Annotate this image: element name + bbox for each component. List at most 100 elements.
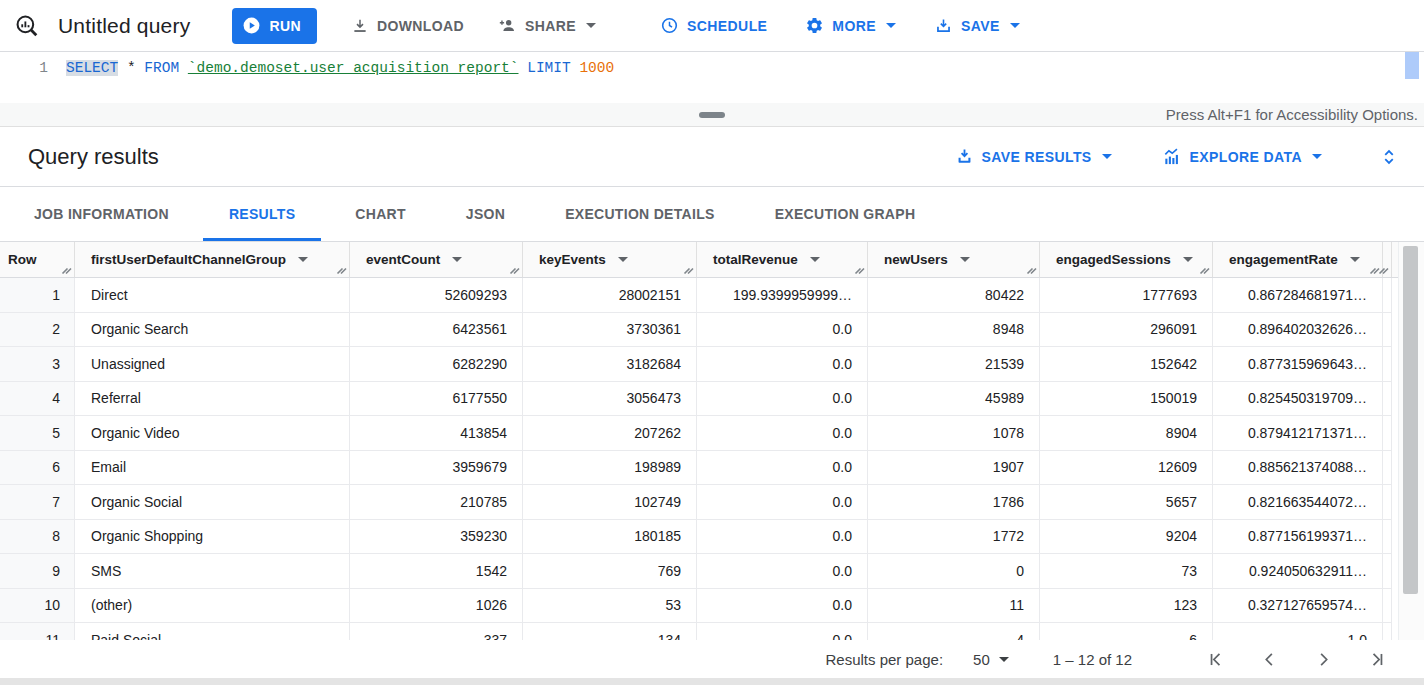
previous-page-button[interactable]: [1256, 646, 1282, 672]
tab-results[interactable]: RESULTS: [199, 187, 325, 241]
sliver-cell: [1383, 554, 1392, 589]
data-cell: 6423561: [350, 313, 523, 348]
data-cell: 1786: [868, 485, 1040, 520]
row-number-cell: 4: [0, 382, 75, 417]
data-cell: 80422: [868, 278, 1040, 313]
column-header-keyevents[interactable]: keyEvents: [523, 242, 697, 277]
column-header-row[interactable]: Row: [0, 242, 75, 277]
chevron-down-icon: [1010, 23, 1020, 28]
page-size-select[interactable]: 50: [973, 651, 1009, 668]
column-resize-handle[interactable]: [509, 264, 520, 275]
results-table: RowfirstUserDefaultChannelGroupeventCoun…: [0, 242, 1424, 640]
data-cell: 0.896402032626…: [1213, 313, 1383, 348]
tab-chart[interactable]: CHART: [325, 187, 436, 241]
expand-panel-button[interactable]: [1374, 142, 1404, 172]
sql-editor[interactable]: 1 SELECT * FROM `demo.demoset.user_acqui…: [0, 52, 1424, 103]
chevron-down-icon: [999, 657, 1009, 662]
column-resize-handle[interactable]: [854, 264, 865, 275]
column-header-firstuserdefaultchannelgroup[interactable]: firstUserDefaultChannelGroup: [75, 242, 350, 277]
panel-drag-handle[interactable]: [699, 112, 725, 118]
data-cell: 12609: [1040, 451, 1213, 486]
accessibility-hint: Press Alt+F1 for Accessibility Options.: [1166, 106, 1418, 123]
sort-caret-icon[interactable]: [298, 257, 308, 262]
clock-icon: [660, 16, 679, 35]
next-page-button[interactable]: [1310, 646, 1336, 672]
row-number-cell: 8: [0, 520, 75, 555]
tab-execution-graph[interactable]: EXECUTION GRAPH: [745, 187, 946, 241]
column-label: totalRevenue: [713, 252, 798, 267]
sort-caret-icon[interactable]: [618, 257, 628, 262]
chevron-down-icon: [1102, 154, 1112, 159]
data-cell: 152642: [1040, 347, 1213, 382]
sliver-cell: [1383, 382, 1392, 417]
editor-scrollbar-thumb[interactable]: [1405, 52, 1419, 79]
data-cell: 52609293: [350, 278, 523, 313]
data-cell: 1.0: [1213, 623, 1383, 640]
chevron-down-icon: [1312, 154, 1322, 159]
column-resize-handle[interactable]: [1199, 264, 1210, 275]
data-cell: 0.867284681971…: [1213, 278, 1383, 313]
data-cell: 1907: [868, 451, 1040, 486]
column-resize-handle[interactable]: [336, 264, 347, 275]
column-header-totalrevenue[interactable]: totalRevenue: [697, 242, 868, 277]
table-row: 2Organic Search642356137303610.089482960…: [0, 313, 1424, 348]
tab-job-information[interactable]: JOB INFORMATION: [4, 187, 199, 241]
data-cell: 413854: [350, 416, 523, 451]
horizontal-scrollbar-track[interactable]: [0, 678, 1424, 685]
data-cell: 0.0: [697, 520, 868, 555]
data-cell: 6: [1040, 623, 1213, 640]
tab-json[interactable]: JSON: [436, 187, 535, 241]
data-cell: 359230: [350, 520, 523, 555]
sort-caret-icon[interactable]: [960, 257, 970, 262]
query-title: Untitled query: [58, 14, 190, 38]
column-resize-handle[interactable]: [1378, 264, 1389, 275]
sliver-cell: [1383, 347, 1392, 382]
download-button[interactable]: DOWNLOAD: [339, 8, 476, 44]
save-button[interactable]: SAVE: [922, 8, 1032, 44]
sql-limit-value: 1000: [579, 60, 614, 76]
column-label: engagedSessions: [1056, 252, 1171, 267]
column-header-eventcount[interactable]: eventCount: [350, 242, 523, 277]
sort-caret-icon[interactable]: [1350, 257, 1360, 262]
run-button[interactable]: RUN: [232, 8, 317, 44]
save-results-button[interactable]: SAVE RESULTS: [943, 139, 1124, 175]
sql-keyword-limit: LIMIT: [527, 60, 571, 76]
data-cell: Direct: [75, 278, 350, 313]
data-cell: Organic Social: [75, 485, 350, 520]
table-row: 4Referral617755030564730.0459891500190.8…: [0, 382, 1424, 417]
data-cell: 45989: [868, 382, 1040, 417]
data-cell: 199.9399959999…: [697, 278, 868, 313]
vertical-scrollbar-thumb[interactable]: [1403, 246, 1418, 594]
data-cell: 6282290: [350, 347, 523, 382]
column-resize-handle[interactable]: [61, 264, 72, 275]
column-header-engagedsessions[interactable]: engagedSessions: [1040, 242, 1213, 277]
tab-execution-details[interactable]: EXECUTION DETAILS: [535, 187, 745, 241]
table-body: 1Direct5260929328002151199.9399959999…80…: [0, 278, 1424, 640]
first-page-icon: [1206, 650, 1225, 669]
explore-data-button[interactable]: EXPLORE DATA: [1150, 139, 1334, 175]
data-cell: 0.877156199371…: [1213, 520, 1383, 555]
schedule-button[interactable]: SCHEDULE: [648, 8, 779, 44]
sort-caret-icon[interactable]: [810, 257, 820, 262]
column-resize-handle[interactable]: [683, 264, 694, 275]
data-cell: 123: [1040, 589, 1213, 624]
column-resize-handle[interactable]: [1026, 264, 1037, 275]
table-row: 8Organic Shopping3592301801850.017729204…: [0, 520, 1424, 555]
pagination-footer: Results per page: 50 1 – 12 of 12: [0, 640, 1424, 678]
column-header-newusers[interactable]: newUsers: [868, 242, 1040, 277]
sort-caret-icon[interactable]: [1183, 257, 1193, 262]
vertical-scrollbar-track[interactable]: [1398, 242, 1424, 640]
query-results-title: Query results: [28, 144, 159, 170]
sort-caret-icon[interactable]: [452, 257, 462, 262]
column-header-engagementrate[interactable]: engagementRate: [1213, 242, 1383, 277]
more-button[interactable]: MORE: [793, 8, 908, 44]
last-page-button[interactable]: [1364, 646, 1390, 672]
chevron-right-icon: [1314, 650, 1333, 669]
table-reference-link[interactable]: `demo.demoset.user_acquisition_report`: [188, 60, 519, 76]
share-button[interactable]: SHARE: [486, 8, 608, 44]
sliver-cell: [1383, 623, 1392, 640]
first-page-button[interactable]: [1202, 646, 1228, 672]
table-row: 6Email39596791989890.01907126090.8856213…: [0, 451, 1424, 486]
row-number-cell: 9: [0, 554, 75, 589]
data-cell: 0.0: [697, 451, 868, 486]
